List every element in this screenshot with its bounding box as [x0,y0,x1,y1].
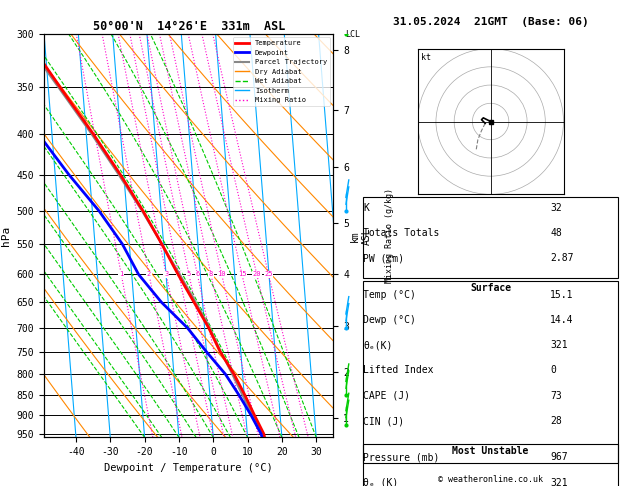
Bar [364,444,618,486]
Bar [364,197,618,278]
Text: Mixing Ratio (g/kg): Mixing Ratio (g/kg) [386,188,394,283]
Text: 25: 25 [264,271,273,278]
Text: 967: 967 [550,452,568,463]
Y-axis label: km
ASL: km ASL [350,227,372,244]
Text: 48: 48 [550,228,562,238]
Text: Totals Totals: Totals Totals [364,228,440,238]
Bar [364,281,618,463]
Text: Dewp (°C): Dewp (°C) [364,315,416,325]
Text: 14.4: 14.4 [550,315,574,325]
Text: Surface: Surface [470,283,511,294]
Text: 10: 10 [218,271,226,278]
Text: θₑ (K): θₑ (K) [364,478,399,486]
Text: 28: 28 [550,416,562,426]
Text: 6: 6 [195,271,199,278]
Text: 4: 4 [177,271,181,278]
Text: 20: 20 [252,271,261,278]
Text: 2: 2 [147,271,151,278]
Text: Lifted Index: Lifted Index [364,365,434,376]
Text: 32: 32 [550,203,562,213]
Text: 8: 8 [209,271,213,278]
Text: 15.1: 15.1 [550,290,574,300]
Text: PW (cm): PW (cm) [364,253,404,263]
Text: 321: 321 [550,340,568,350]
Text: 0: 0 [550,365,556,376]
X-axis label: Dewpoint / Temperature (°C): Dewpoint / Temperature (°C) [104,463,273,473]
Text: θₑ(K): θₑ(K) [364,340,393,350]
Text: Temp (°C): Temp (°C) [364,290,416,300]
Text: kt: kt [421,53,431,62]
Text: 1: 1 [119,271,123,278]
Text: © weatheronline.co.uk: © weatheronline.co.uk [438,474,543,484]
Text: 3: 3 [164,271,169,278]
Text: CIN (J): CIN (J) [364,416,404,426]
Text: 15: 15 [238,271,246,278]
Text: CAPE (J): CAPE (J) [364,391,411,401]
Text: 321: 321 [550,478,568,486]
Text: 2.87: 2.87 [550,253,574,263]
Text: 5: 5 [187,271,191,278]
Text: Most Unstable: Most Unstable [452,446,529,456]
Text: Pressure (mb): Pressure (mb) [364,452,440,463]
Title: 50°00'N  14°26'E  331m  ASL: 50°00'N 14°26'E 331m ASL [92,20,285,33]
Text: 73: 73 [550,391,562,401]
Text: K: K [364,203,369,213]
Y-axis label: hPa: hPa [1,226,11,246]
Text: 31.05.2024  21GMT  (Base: 06): 31.05.2024 21GMT (Base: 06) [392,17,589,27]
Text: LCL: LCL [345,30,360,38]
Legend: Temperature, Dewpoint, Parcel Trajectory, Dry Adiabat, Wet Adiabat, Isotherm, Mi: Temperature, Dewpoint, Parcel Trajectory… [233,37,330,106]
